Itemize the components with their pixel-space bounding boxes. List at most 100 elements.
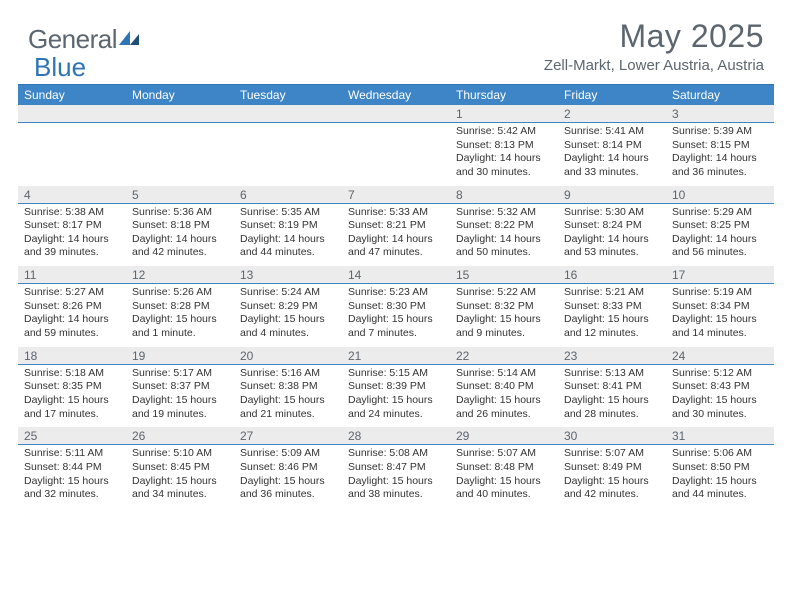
daylight-text: Daylight: 15 hours and 44 minutes. [672,475,757,501]
day-info-cell: Sunrise: 5:27 AMSunset: 8:26 PMDaylight:… [18,284,126,347]
day-info-cell: Sunrise: 5:29 AMSunset: 8:25 PMDaylight:… [666,204,774,267]
sunset-text: Sunset: 8:37 PM [132,380,210,392]
day-number-cell [126,105,234,123]
day-info-cell: Sunrise: 5:24 AMSunset: 8:29 PMDaylight:… [234,284,342,347]
day-number-cell: 28 [342,427,450,445]
sunset-text: Sunset: 8:34 PM [672,300,750,312]
day-info-cell [342,123,450,186]
day-number-cell: 21 [342,347,450,365]
sunset-text: Sunset: 8:17 PM [24,219,102,231]
sunrise-text: Sunrise: 5:17 AM [132,367,212,379]
daylight-text: Daylight: 15 hours and 17 minutes. [24,394,109,420]
header: General May 2025 Zell-Markt, Lower Austr… [0,0,792,78]
logo: General [28,18,141,55]
daylight-text: Daylight: 15 hours and 7 minutes. [348,313,433,339]
sunset-text: Sunset: 8:24 PM [564,219,642,231]
day-info-cell: Sunrise: 5:39 AMSunset: 8:15 PMDaylight:… [666,123,774,186]
daylight-text: Daylight: 14 hours and 59 minutes. [24,313,109,339]
day-info-cell: Sunrise: 5:33 AMSunset: 8:21 PMDaylight:… [342,204,450,267]
daylight-text: Daylight: 15 hours and 21 minutes. [240,394,325,420]
day-number-cell: 20 [234,347,342,365]
day-number-cell: 16 [558,266,666,284]
sunrise-text: Sunrise: 5:26 AM [132,286,212,298]
daylight-text: Daylight: 14 hours and 44 minutes. [240,233,325,259]
daylight-text: Daylight: 15 hours and 32 minutes. [24,475,109,501]
sunset-text: Sunset: 8:41 PM [564,380,642,392]
daylight-text: Daylight: 14 hours and 33 minutes. [564,152,649,178]
day-info-cell: Sunrise: 5:21 AMSunset: 8:33 PMDaylight:… [558,284,666,347]
sunrise-text: Sunrise: 5:27 AM [24,286,104,298]
daylight-text: Daylight: 15 hours and 42 minutes. [564,475,649,501]
logo-text-general: General [28,24,117,55]
sunset-text: Sunset: 8:32 PM [456,300,534,312]
day-info-cell: Sunrise: 5:22 AMSunset: 8:32 PMDaylight:… [450,284,558,347]
day-number-cell: 13 [234,266,342,284]
daylight-text: Daylight: 14 hours and 42 minutes. [132,233,217,259]
daylight-text: Daylight: 15 hours and 30 minutes. [672,394,757,420]
weekday-header: Monday [126,85,234,105]
daylight-text: Daylight: 14 hours and 47 minutes. [348,233,433,259]
sunset-text: Sunset: 8:44 PM [24,461,102,473]
daylight-text: Daylight: 15 hours and 4 minutes. [240,313,325,339]
day-number-cell: 8 [450,186,558,204]
day-info-cell: Sunrise: 5:09 AMSunset: 8:46 PMDaylight:… [234,445,342,508]
day-number-cell: 18 [18,347,126,365]
sunset-text: Sunset: 8:15 PM [672,139,750,151]
daylight-text: Daylight: 15 hours and 34 minutes. [132,475,217,501]
day-info-cell: Sunrise: 5:42 AMSunset: 8:13 PMDaylight:… [450,123,558,186]
sunrise-text: Sunrise: 5:21 AM [564,286,644,298]
day-info-cell: Sunrise: 5:07 AMSunset: 8:48 PMDaylight:… [450,445,558,508]
day-info-cell: Sunrise: 5:08 AMSunset: 8:47 PMDaylight:… [342,445,450,508]
location-text: Zell-Markt, Lower Austria, Austria [544,57,764,74]
sunset-text: Sunset: 8:39 PM [348,380,426,392]
sunrise-text: Sunrise: 5:29 AM [672,206,752,218]
sunrise-text: Sunrise: 5:41 AM [564,125,644,137]
daylight-text: Daylight: 15 hours and 36 minutes. [240,475,325,501]
sunset-text: Sunset: 8:33 PM [564,300,642,312]
daylight-text: Daylight: 15 hours and 19 minutes. [132,394,217,420]
sunrise-text: Sunrise: 5:09 AM [240,447,320,459]
sunrise-text: Sunrise: 5:22 AM [456,286,536,298]
day-number-cell: 25 [18,427,126,445]
day-number-cell [18,105,126,123]
sunrise-text: Sunrise: 5:39 AM [672,125,752,137]
day-info-cell: Sunrise: 5:19 AMSunset: 8:34 PMDaylight:… [666,284,774,347]
sunset-text: Sunset: 8:21 PM [348,219,426,231]
sunrise-text: Sunrise: 5:23 AM [348,286,428,298]
sunrise-text: Sunrise: 5:18 AM [24,367,104,379]
weekday-header: Thursday [450,85,558,105]
day-number-cell: 10 [666,186,774,204]
day-info-cell: Sunrise: 5:07 AMSunset: 8:49 PMDaylight:… [558,445,666,508]
day-info-cell: Sunrise: 5:23 AM Sunset: 8:30 PMDaylight:… [342,284,450,347]
day-info-cell: Sunrise: 5:14 AMSunset: 8:40 PMDaylight:… [450,365,558,428]
weekday-header-row: SundayMondayTuesdayWednesdayThursdayFrid… [18,85,774,105]
day-info-cell: Sunrise: 5:30 AMSunset: 8:24 PMDaylight:… [558,204,666,267]
day-info-cell: Sunrise: 5:15 AMSunset: 8:39 PMDaylight:… [342,365,450,428]
daylight-text: Daylight: 14 hours and 39 minutes. [24,233,109,259]
daylight-text: Daylight: 15 hours and 24 minutes. [348,394,433,420]
day-number-cell: 1 [450,105,558,123]
day-info-cell [126,123,234,186]
sunrise-text: Sunrise: 5:19 AM [672,286,752,298]
sunrise-text: Sunrise: 5:32 AM [456,206,536,218]
sunrise-text: Sunrise: 5:30 AM [564,206,644,218]
day-number-cell: 11 [18,266,126,284]
day-info-row: Sunrise: 5:18 AMSunset: 8:35 PMDaylight:… [18,365,774,428]
day-number-cell [342,105,450,123]
day-number-cell: 5 [126,186,234,204]
daylight-text: Daylight: 15 hours and 40 minutes. [456,475,541,501]
daylight-text: Daylight: 14 hours and 30 minutes. [456,152,541,178]
sunset-text: Sunset: 8:49 PM [564,461,642,473]
day-info-cell: Sunrise: 5:17 AMSunset: 8:37 PM Daylight:… [126,365,234,428]
day-number-cell: 23 [558,347,666,365]
sunrise-text: Sunrise: 5:06 AM [672,447,752,459]
day-number-cell: 27 [234,427,342,445]
day-number-cell: 30 [558,427,666,445]
day-info-cell: Sunrise: 5:13 AMSunset: 8:41 PMDaylight:… [558,365,666,428]
sunset-text: Sunset: 8:19 PM [240,219,318,231]
weekday-header: Sunday [18,85,126,105]
sunset-text: Sunset: 8:47 PM [348,461,426,473]
sunrise-text: Sunrise: 5:08 AM [348,447,428,459]
sunset-text: Sunset: 8:30 PM [348,300,426,312]
logo-mark-icon [119,29,141,50]
